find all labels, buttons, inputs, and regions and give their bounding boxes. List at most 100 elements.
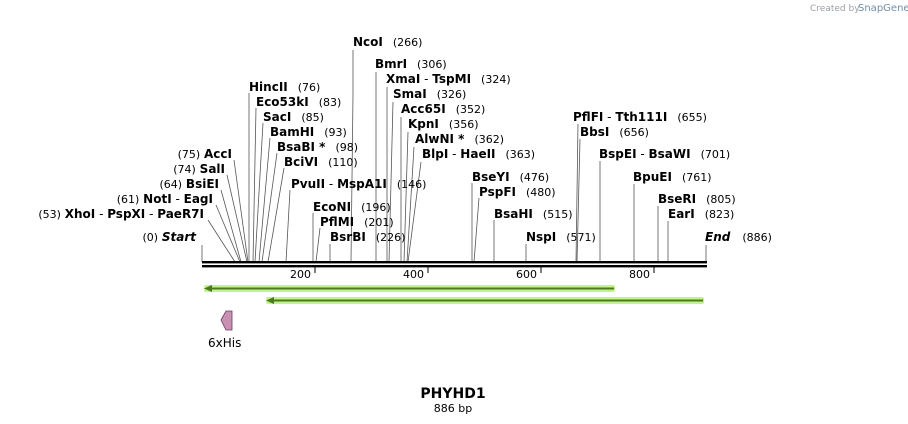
site-name-xmai: XmaI — [386, 72, 420, 86]
site-label-bseyi[interactable]: BseYI (476) — [472, 170, 549, 184]
site-pos: (761) — [682, 171, 712, 184]
site-pos: (823) — [705, 208, 735, 221]
site-pos: (83) — [319, 96, 342, 109]
start-pos: (0) — [142, 231, 158, 244]
site-name-bsiei: BsiEI — [186, 177, 219, 191]
site-name-bbsi: BbsI — [580, 125, 609, 139]
site-name-bsahi: BsaHI — [494, 207, 533, 221]
dna-backbone — [202, 261, 707, 268]
site-name-mspa1i: MspA1I — [337, 177, 387, 191]
site-label-bspei[interactable]: BspEI - BsaWI (701) — [599, 147, 730, 161]
site-sep: - — [325, 177, 337, 191]
site-label-bmri[interactable]: BmrI (306) — [375, 57, 447, 71]
credit-brand: SnapGene — [858, 3, 908, 14]
site-name-tspmi: TspMI — [432, 72, 471, 86]
site-label-xhoi[interactable]: (53) XhoI - PspXI - PaeR7I — [38, 207, 204, 221]
site-label-pflfi[interactable]: PflFI - Tth111I (655) — [573, 110, 707, 124]
site-label-bsahi[interactable]: BsaHI (515) — [494, 207, 573, 221]
leader-bbsi — [576, 138, 581, 263]
site-pos: (701) — [701, 148, 731, 161]
primer-1[interactable] — [204, 285, 615, 292]
site-label-bpuei[interactable]: BpuEI (761) — [633, 170, 712, 184]
site-name-pspxi: PspXI — [107, 207, 145, 221]
site-pos: (655) — [677, 111, 707, 124]
leader-pflmi — [315, 227, 321, 263]
site-label-hincii[interactable]: HincII (76) — [249, 80, 320, 94]
site-name-bseyi: BseYI — [472, 170, 510, 184]
site-pos: (362) — [474, 133, 504, 146]
leader-kpni — [403, 131, 409, 263]
site-label-noti[interactable]: (61) NotI - EagI — [117, 192, 213, 206]
leader-ncoi — [350, 50, 354, 263]
site-sep: - — [448, 147, 460, 161]
site-name-tth111i: Tth111I — [615, 110, 667, 124]
site-label-eco53ki[interactable]: Eco53kI (83) — [256, 95, 341, 109]
site-pos: (85) — [301, 111, 324, 124]
map-length: 886 bp — [434, 402, 472, 415]
site-label-bsabi[interactable]: BsaBI * (98) — [277, 140, 358, 154]
site-label-acci[interactable]: (75) AccI — [178, 147, 232, 161]
site-label-smai[interactable]: SmaI (326) — [393, 87, 466, 101]
site-pos: (146) — [397, 178, 427, 191]
site-sep: - — [172, 192, 184, 206]
site-label-econi[interactable]: EcoNI (196) — [313, 200, 391, 214]
site-label-bsrbi[interactable]: BsrBI (226) — [330, 230, 405, 244]
end-label: End (886) — [705, 230, 772, 244]
feature-6xhis[interactable]: 6xHis — [208, 310, 241, 350]
ruler-label-200: 200 — [290, 268, 311, 281]
site-pos: (266) — [393, 36, 423, 49]
end-pos: (886) — [742, 231, 772, 244]
site-name-pflfi: PflFI — [573, 110, 603, 124]
site-pos: (201) — [364, 216, 394, 229]
site-label-bamhi[interactable]: BamHI (93) — [270, 125, 347, 139]
site-pos: (356) — [449, 118, 479, 131]
primer-2-arrowhead — [266, 297, 274, 304]
site-pos: (98) — [335, 141, 358, 154]
site-sep: - — [637, 147, 649, 161]
leader-bcivi — [267, 167, 285, 263]
site-label-sali[interactable]: (74) SalI — [173, 162, 225, 176]
site-pos: (61) — [117, 193, 140, 206]
leader-smai — [388, 101, 394, 263]
site-pos: (326) — [437, 88, 467, 101]
site-sep: - — [603, 110, 615, 124]
site-sep: - — [420, 72, 432, 86]
leader-eco53ki — [252, 107, 257, 263]
site-label-ncoi[interactable]: NcoI (266) — [353, 35, 422, 49]
site-label-nspi[interactable]: NspI (571) — [526, 230, 596, 244]
site-label-pflmi[interactable]: PflMI (201) — [320, 215, 394, 229]
leader-blpi — [407, 161, 422, 263]
site-label-kpni[interactable]: KpnI (356) — [408, 117, 479, 131]
site-label-pvuii[interactable]: PvuII - MspA1I (146) — [291, 177, 426, 191]
leader-pvuii — [285, 189, 291, 263]
site-pos: (480) — [526, 186, 556, 199]
site-name-bcivi: BciVI — [284, 155, 318, 169]
site-label-bsiei[interactable]: (64) BsiEI — [160, 177, 220, 191]
site-name-hincii: HincII — [249, 80, 288, 94]
site-label-pspfi[interactable]: PspFI (480) — [479, 185, 556, 199]
leader-bsiei — [220, 189, 242, 263]
site-label-eari[interactable]: EarI (823) — [668, 207, 734, 221]
site-label-alwni[interactable]: AlwNI * (362) — [415, 132, 504, 146]
site-label-bseri[interactable]: BseRI (805) — [658, 192, 736, 206]
leader-bamhi — [258, 137, 271, 263]
site-pos: (571) — [566, 231, 596, 244]
site-name-paer7i: PaeR7I — [157, 207, 204, 221]
site-label-bcivi[interactable]: BciVI (110) — [284, 155, 358, 169]
site-label-xmai[interactable]: XmaI - TspMI (324) — [386, 72, 511, 86]
site-name-alwni: AlwNI * — [415, 132, 465, 146]
site-name-pvuii: PvuII — [291, 177, 325, 191]
site-name-pflmi: PflMI — [320, 215, 354, 229]
site-name-acci: AccI — [204, 147, 232, 161]
site-label-acc65i[interactable]: Acc65I (352) — [401, 102, 485, 116]
site-label-bbsi[interactable]: BbsI (656) — [580, 125, 649, 139]
site-pos: (75) — [178, 148, 201, 161]
site-sep: - — [95, 207, 107, 221]
ruler: 200 400 600 800 — [290, 267, 655, 281]
primer-2[interactable] — [266, 297, 704, 304]
site-pos: (805) — [706, 193, 736, 206]
site-label-blpi[interactable]: BlpI - HaeII (363) — [422, 147, 535, 161]
leader-xhoi — [207, 219, 236, 263]
site-label-saci[interactable]: SacI (85) — [263, 110, 324, 124]
